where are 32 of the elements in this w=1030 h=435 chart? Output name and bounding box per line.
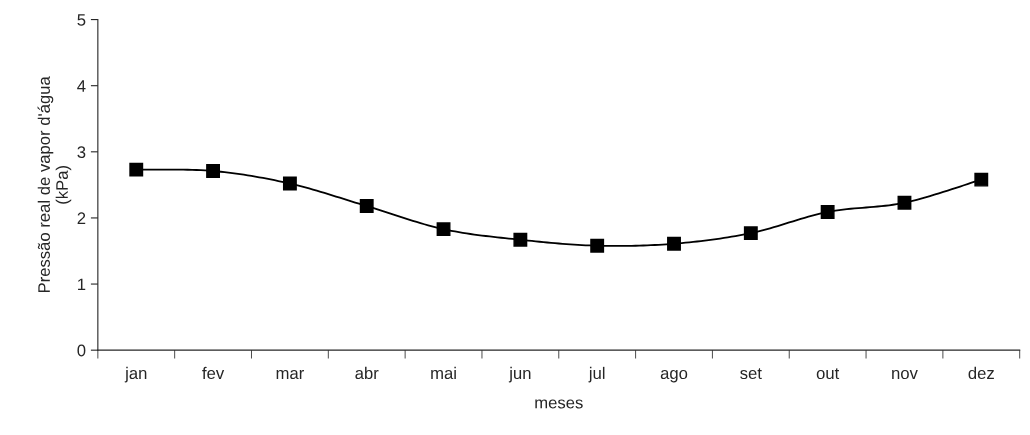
- y-tick-label: 0: [77, 344, 86, 357]
- y-tick-label: 3: [77, 146, 86, 159]
- point: [129, 162, 144, 177]
- x-tick-label: set: [740, 368, 762, 380]
- x-tick-label: mar: [276, 369, 304, 380]
- y-tick-label: 5: [77, 14, 86, 26]
- point: [436, 222, 451, 237]
- point: [590, 238, 605, 253]
- x-tick-label: jun: [508, 366, 531, 383]
- point: [897, 195, 912, 210]
- x-tick-label: abr: [355, 366, 379, 380]
- y-axis-title: Pressão real de vapor d'água (kPa): [37, 76, 72, 293]
- x-tick-label: jul: [588, 366, 605, 383]
- point: [359, 199, 374, 213]
- point: [667, 236, 681, 251]
- point: [820, 205, 835, 219]
- point: [282, 176, 297, 191]
- y-tick-label: 2: [77, 212, 86, 224]
- x-tick-label: ago: [660, 369, 688, 383]
- point: [513, 232, 528, 247]
- x-tick-label: jan: [124, 366, 147, 383]
- x-axis-title: meses: [535, 399, 583, 409]
- y-tick-label: 4: [77, 80, 86, 92]
- point: [206, 164, 221, 178]
- x-tick-label: out: [816, 368, 840, 380]
- x-tick-label: nov: [892, 369, 918, 380]
- point: [743, 226, 758, 241]
- point: [974, 172, 989, 187]
- x-tick-label: mai: [431, 366, 456, 380]
- x-tick-label: fev: [202, 366, 225, 380]
- y-tick-label: 1: [78, 278, 86, 291]
- x-tick-label: dez: [968, 366, 994, 380]
